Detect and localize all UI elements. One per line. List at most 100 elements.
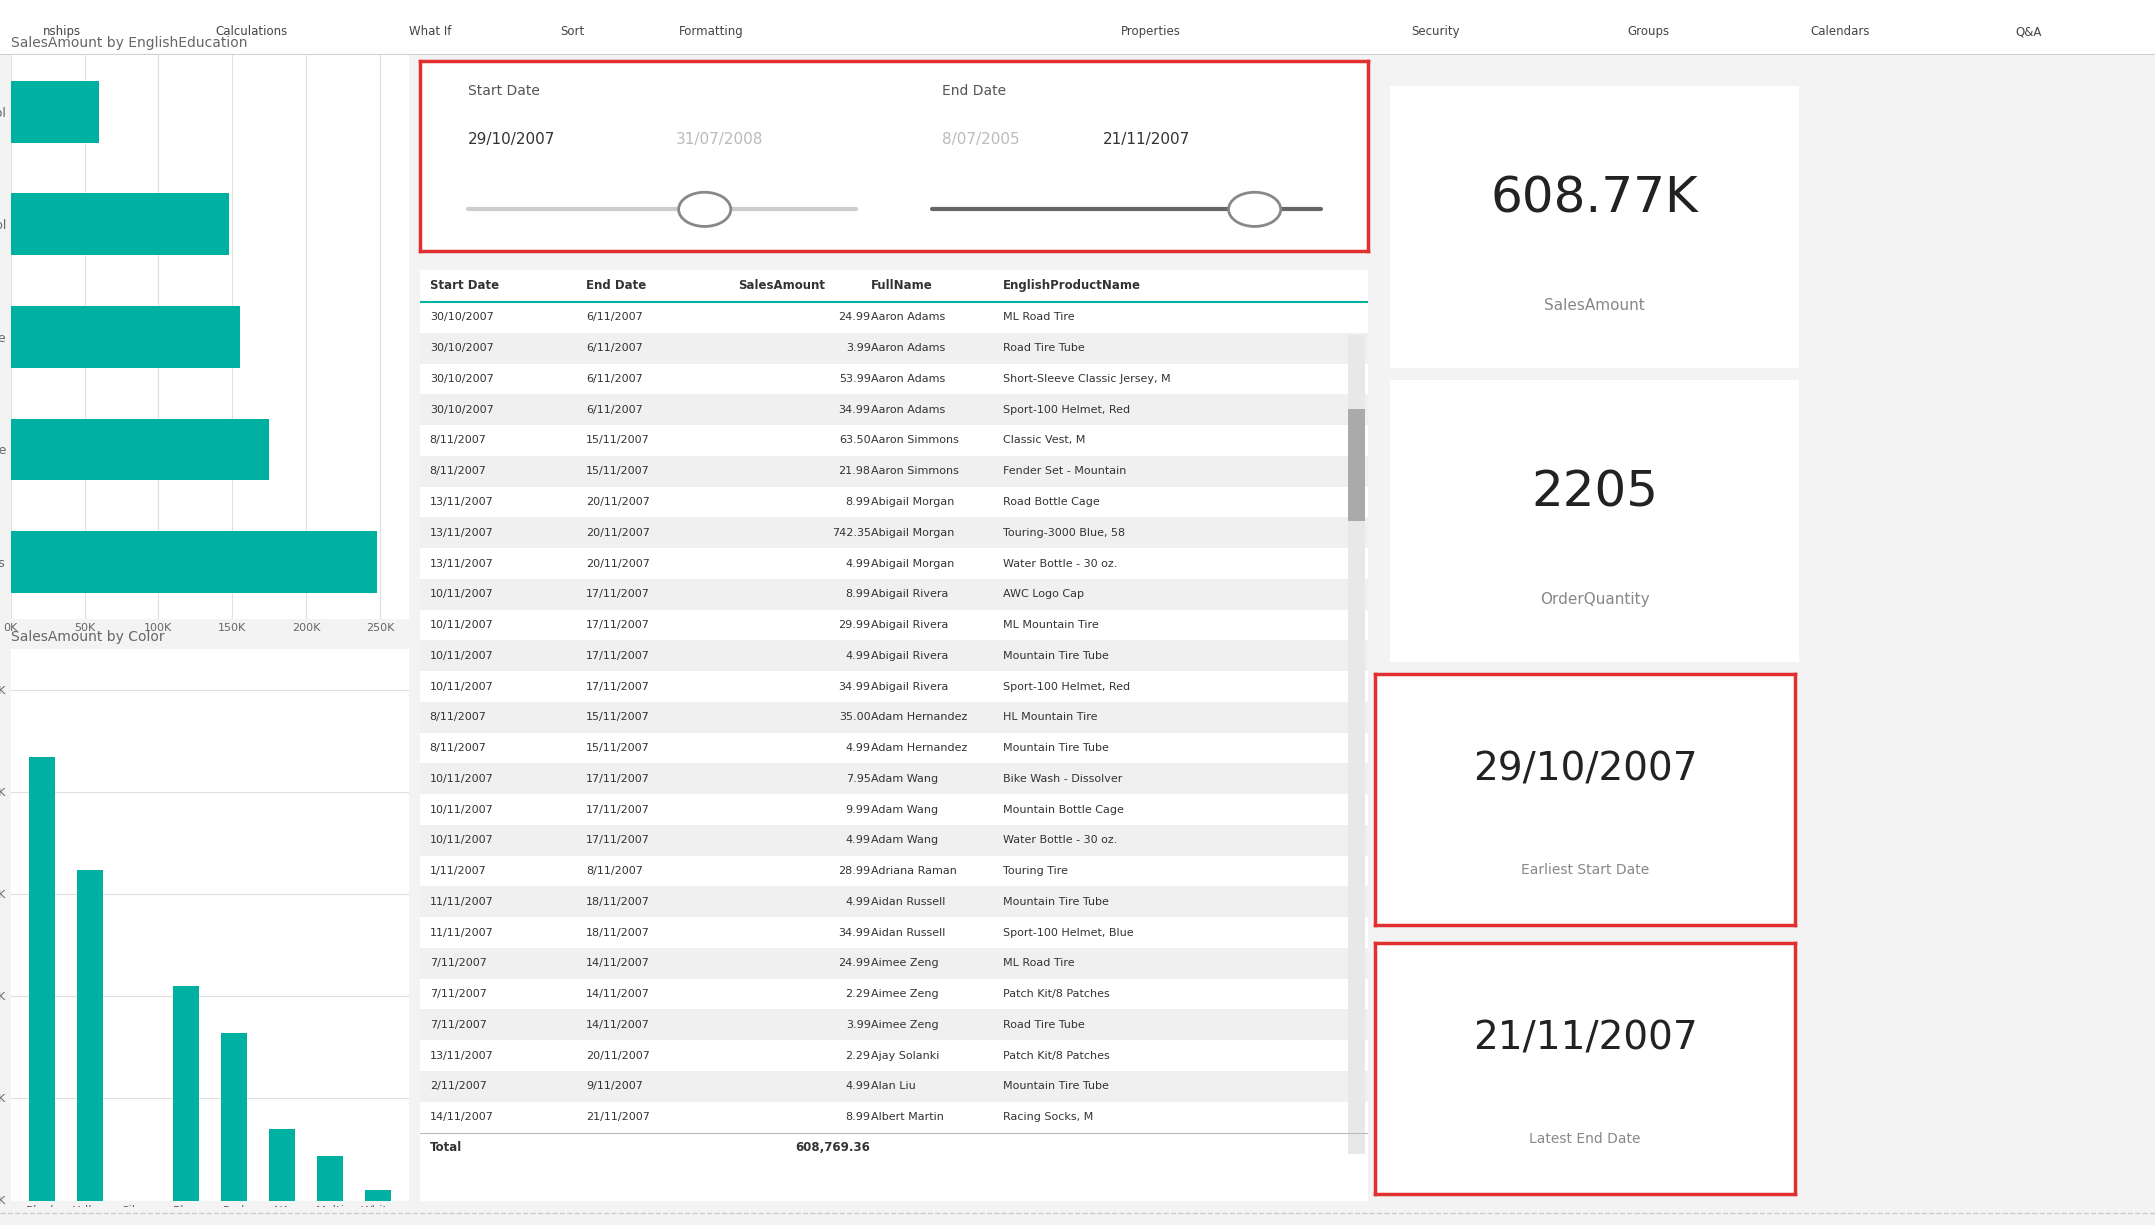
Text: 15/11/2007: 15/11/2007 xyxy=(586,436,651,446)
Bar xyxy=(11,306,239,368)
Text: 14/11/2007: 14/11/2007 xyxy=(586,958,651,968)
Text: 13/11/2007: 13/11/2007 xyxy=(429,528,493,538)
Text: 17/11/2007: 17/11/2007 xyxy=(586,835,651,845)
Text: 24.99: 24.99 xyxy=(838,958,871,968)
Text: 18/11/2007: 18/11/2007 xyxy=(586,897,651,906)
Text: 30/10/2007: 30/10/2007 xyxy=(429,404,493,415)
Text: Patch Kit/8 Patches: Patch Kit/8 Patches xyxy=(1004,989,1110,1000)
Text: 20/11/2007: 20/11/2007 xyxy=(586,497,651,507)
Bar xyxy=(78,870,103,1200)
FancyBboxPatch shape xyxy=(420,641,1368,671)
Text: 8/11/2007: 8/11/2007 xyxy=(429,436,487,446)
Text: 17/11/2007: 17/11/2007 xyxy=(586,681,651,692)
FancyBboxPatch shape xyxy=(420,948,1368,979)
Text: AWC Logo Cap: AWC Logo Cap xyxy=(1004,589,1084,599)
Text: Groups: Groups xyxy=(1627,26,1670,38)
Text: Aaron Adams: Aaron Adams xyxy=(871,404,944,415)
Text: SalesAmount: SalesAmount xyxy=(1545,298,1644,314)
Text: Aidan Russell: Aidan Russell xyxy=(871,927,946,937)
FancyBboxPatch shape xyxy=(420,763,1368,794)
Text: Water Bottle - 30 oz.: Water Bottle - 30 oz. xyxy=(1004,559,1118,568)
Text: 8.99: 8.99 xyxy=(845,1112,871,1122)
FancyBboxPatch shape xyxy=(420,1009,1368,1040)
Text: 15/11/2007: 15/11/2007 xyxy=(586,712,651,723)
Text: Properties: Properties xyxy=(1121,26,1181,38)
Text: ML Road Tire: ML Road Tire xyxy=(1004,312,1075,322)
Text: 34.99: 34.99 xyxy=(838,927,871,937)
Text: 24.99: 24.99 xyxy=(838,312,871,322)
Text: Adam Wang: Adam Wang xyxy=(871,774,937,784)
Text: 13/11/2007: 13/11/2007 xyxy=(429,497,493,507)
Text: Calculations: Calculations xyxy=(216,26,289,38)
Text: Earliest Start Date: Earliest Start Date xyxy=(1521,862,1649,877)
Text: Road Bottle Cage: Road Bottle Cage xyxy=(1004,497,1099,507)
Bar xyxy=(222,1033,248,1200)
Text: Mountain Tire Tube: Mountain Tire Tube xyxy=(1004,1082,1110,1091)
Text: 21/11/2007: 21/11/2007 xyxy=(1103,131,1190,147)
Text: 34.99: 34.99 xyxy=(838,681,871,692)
FancyBboxPatch shape xyxy=(420,394,1368,425)
Text: 28.99: 28.99 xyxy=(838,866,871,876)
Bar xyxy=(11,532,377,593)
FancyBboxPatch shape xyxy=(420,548,1368,579)
Text: Sport-100 Helmet, Blue: Sport-100 Helmet, Blue xyxy=(1004,927,1134,937)
Text: 10/11/2007: 10/11/2007 xyxy=(429,589,493,599)
Text: 20/11/2007: 20/11/2007 xyxy=(586,559,651,568)
Text: 10/11/2007: 10/11/2007 xyxy=(429,650,493,660)
Text: Albert Martin: Albert Martin xyxy=(871,1112,944,1122)
Text: Fender Set - Mountain: Fender Set - Mountain xyxy=(1004,467,1127,477)
Text: End Date: End Date xyxy=(942,85,1006,98)
FancyBboxPatch shape xyxy=(420,887,1368,918)
Bar xyxy=(317,1155,343,1200)
Text: 7/11/2007: 7/11/2007 xyxy=(429,1020,487,1030)
Text: Mountain Tire Tube: Mountain Tire Tube xyxy=(1004,897,1110,906)
Text: Formatting: Formatting xyxy=(679,26,743,38)
Text: Abigail Rivera: Abigail Rivera xyxy=(871,620,948,630)
Text: Start Date: Start Date xyxy=(468,85,539,98)
Text: 10/11/2007: 10/11/2007 xyxy=(429,681,493,692)
Text: 63.50: 63.50 xyxy=(838,436,871,446)
Text: 7/11/2007: 7/11/2007 xyxy=(429,958,487,968)
Text: 21/11/2007: 21/11/2007 xyxy=(586,1112,651,1122)
Text: 8/11/2007: 8/11/2007 xyxy=(429,467,487,477)
FancyBboxPatch shape xyxy=(420,918,1368,948)
Text: 13/11/2007: 13/11/2007 xyxy=(429,559,493,568)
Text: 21.98: 21.98 xyxy=(838,467,871,477)
Text: 30/10/2007: 30/10/2007 xyxy=(429,312,493,322)
Text: 15/11/2007: 15/11/2007 xyxy=(586,744,651,753)
Text: 17/11/2007: 17/11/2007 xyxy=(586,589,651,599)
Text: Aidan Russell: Aidan Russell xyxy=(871,897,946,906)
Text: 10/11/2007: 10/11/2007 xyxy=(429,835,493,845)
Text: Total: Total xyxy=(429,1142,461,1154)
Text: FullName: FullName xyxy=(871,279,933,293)
Text: Abigail Rivera: Abigail Rivera xyxy=(871,650,948,660)
Text: 30/10/2007: 30/10/2007 xyxy=(429,343,493,353)
Text: 2205: 2205 xyxy=(1532,468,1657,517)
Text: 18/11/2007: 18/11/2007 xyxy=(586,927,651,937)
Text: 15/11/2007: 15/11/2007 xyxy=(586,467,651,477)
Text: Q&A: Q&A xyxy=(2015,26,2041,38)
Bar xyxy=(269,1129,295,1200)
Text: 10/11/2007: 10/11/2007 xyxy=(429,774,493,784)
FancyBboxPatch shape xyxy=(420,671,1368,702)
Text: Mountain Bottle Cage: Mountain Bottle Cage xyxy=(1004,805,1125,815)
Bar xyxy=(11,81,99,142)
FancyBboxPatch shape xyxy=(420,856,1368,887)
FancyBboxPatch shape xyxy=(420,303,1368,333)
Text: Abigail Morgan: Abigail Morgan xyxy=(871,559,955,568)
Text: Classic Vest, M: Classic Vest, M xyxy=(1004,436,1086,446)
Text: 17/11/2007: 17/11/2007 xyxy=(586,620,651,630)
Text: 8/07/2005: 8/07/2005 xyxy=(942,131,1019,147)
Text: 3.99: 3.99 xyxy=(845,343,871,353)
Text: SalesAmount by EnglishEducation: SalesAmount by EnglishEducation xyxy=(11,36,248,50)
Text: Adam Wang: Adam Wang xyxy=(871,835,937,845)
Bar xyxy=(172,986,198,1200)
Text: Aimee Zeng: Aimee Zeng xyxy=(871,1020,937,1030)
Text: 4.99: 4.99 xyxy=(845,835,871,845)
FancyBboxPatch shape xyxy=(420,456,1368,486)
Text: SalesAmount by Color: SalesAmount by Color xyxy=(11,630,164,644)
FancyBboxPatch shape xyxy=(420,425,1368,456)
Text: Aaron Adams: Aaron Adams xyxy=(871,343,944,353)
Text: Security: Security xyxy=(1412,26,1461,38)
FancyBboxPatch shape xyxy=(420,1040,1368,1071)
